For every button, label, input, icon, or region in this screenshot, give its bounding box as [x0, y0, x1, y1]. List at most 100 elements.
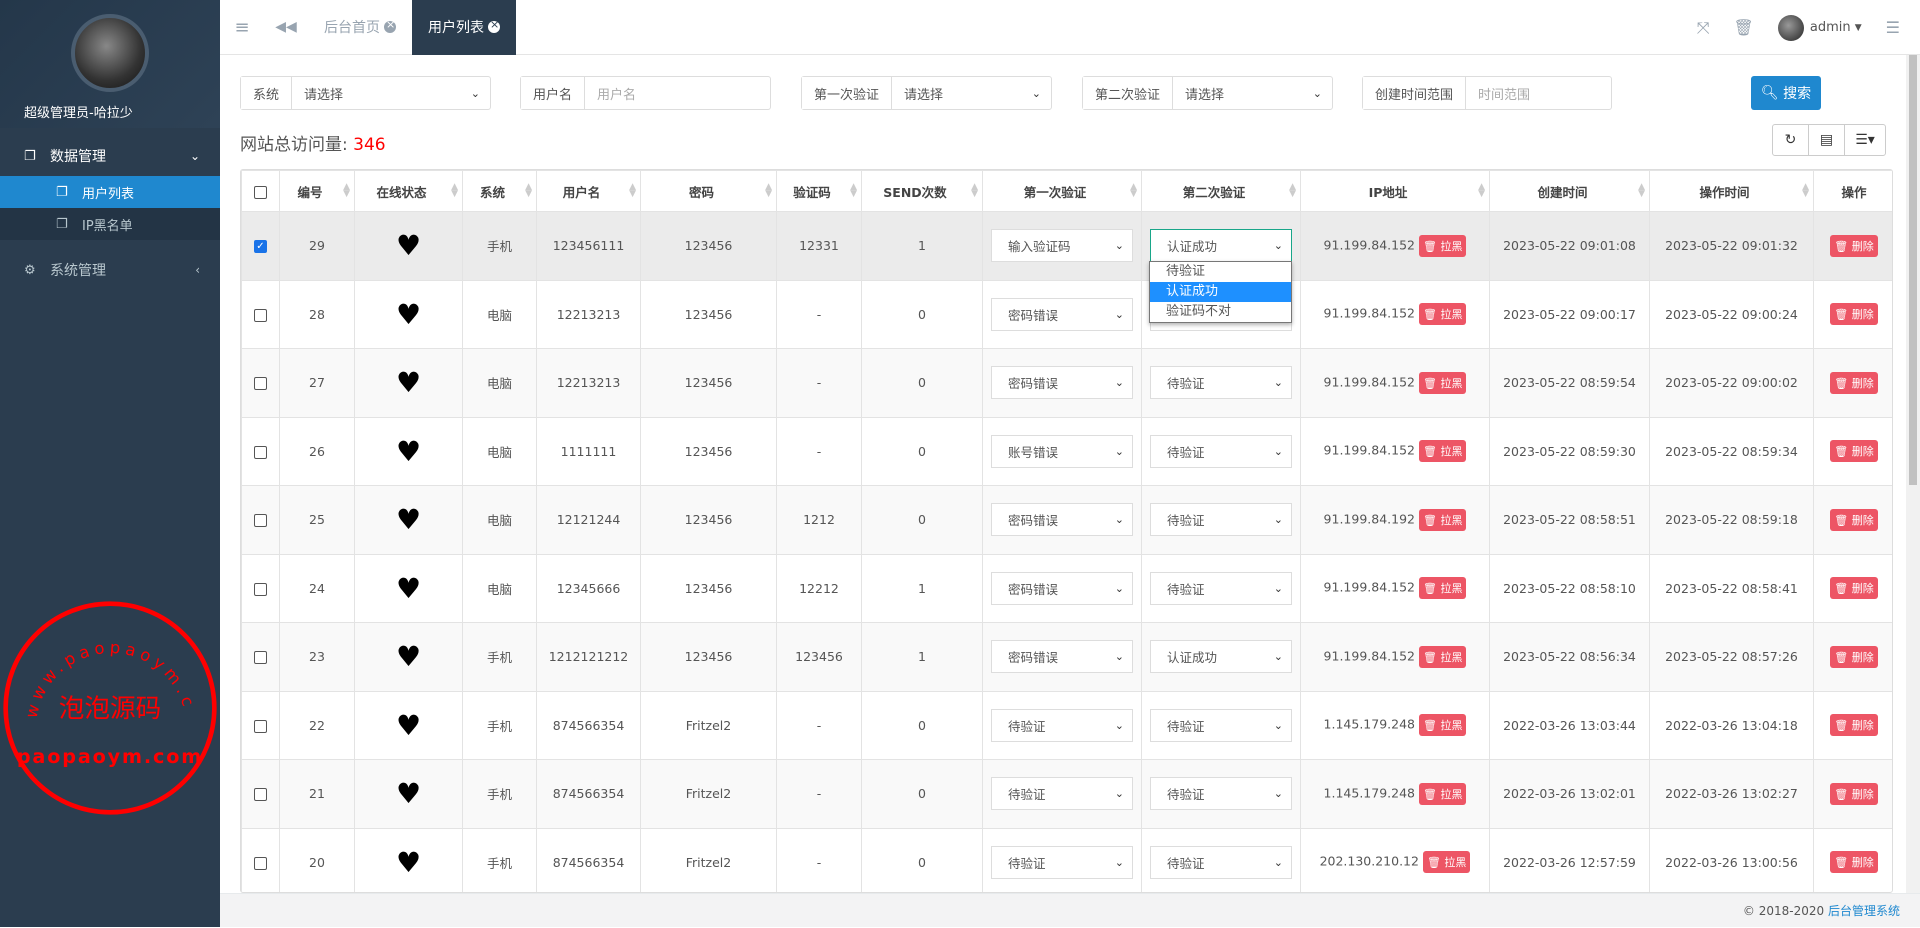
delete-button[interactable]: 🗑 删除	[1830, 851, 1878, 874]
row-checkbox[interactable]	[254, 651, 267, 665]
fullscreen-icon[interactable]: ⤧	[1696, 17, 1710, 37]
second-verify-select[interactable]: 待验证 ⌄	[1150, 845, 1292, 879]
delete-button[interactable]: 🗑 删除	[1830, 508, 1878, 531]
first-verify-select[interactable]: 请选择 ⌄	[892, 77, 1051, 109]
time-range-input[interactable]: 时间范围	[1478, 87, 1531, 103]
toggle-view-icon[interactable]: ▤	[1809, 125, 1845, 155]
menu-toggle-icon[interactable]: ≡	[234, 16, 250, 38]
row-checkbox[interactable]	[254, 377, 267, 391]
row-checkbox[interactable]	[254, 856, 267, 870]
user-menu[interactable]: admin ▼	[1777, 14, 1862, 41]
column-header[interactable]: 操作时间 ▲ ▼	[1649, 170, 1814, 212]
first-verify-filter[interactable]: 第一次验证 请选择 ⌄	[801, 76, 1052, 110]
first-verify-select[interactable]: 密码错误 ⌄	[991, 297, 1133, 331]
tasks-icon[interactable]: ☰	[1885, 18, 1900, 37]
avatar[interactable]	[71, 14, 149, 92]
column-header[interactable]: 系统 ▲ ▼	[462, 170, 537, 212]
first-verify-select[interactable]: 待验证 ⌄	[991, 777, 1133, 811]
row-checkbox[interactable]	[254, 582, 267, 596]
delete-button[interactable]: 🗑 删除	[1830, 645, 1878, 668]
second-verify-select[interactable]: 请选择 ⌄	[1173, 77, 1332, 109]
blacklist-button[interactable]: 🗑 拉黑	[1418, 577, 1467, 600]
row-checkbox[interactable]	[254, 445, 267, 459]
delete-button[interactable]: 🗑 删除	[1830, 714, 1878, 737]
dropdown-option[interactable]: 验证码不对	[1166, 304, 1232, 319]
second-verify-select[interactable]: 认证成功 ⌄	[1150, 640, 1292, 674]
search-button[interactable]: 🔍︎ 搜索	[1751, 76, 1821, 110]
second-verify-select[interactable]: 待验证 ⌄	[1150, 503, 1292, 537]
first-verify-select[interactable]: 密码错误 ⌄	[991, 640, 1133, 674]
delete-button[interactable]: 🗑 删除	[1830, 371, 1878, 394]
second-verify-select[interactable]: 待验证 ⌄	[1150, 366, 1292, 400]
trash-icon[interactable]: 🗑	[1733, 18, 1754, 37]
row-checkbox[interactable]	[254, 788, 267, 802]
username-filter[interactable]: 用户名 用户名	[520, 76, 771, 110]
columns-icon[interactable]: ☰▾	[1855, 132, 1875, 148]
column-header[interactable]: SEND次数 ▲ ▼	[861, 170, 983, 212]
first-verify-select[interactable]: 待验证 ⌄	[991, 708, 1133, 742]
blacklist-button[interactable]: 🗑 拉黑	[1418, 508, 1467, 531]
system-filter[interactable]: 系统 请选择 ⌄	[240, 76, 491, 110]
created-range-filter[interactable]: 创建时间范围 时间范围	[1362, 76, 1612, 110]
first-verify-select[interactable]: 密码错误 ⌄	[991, 571, 1133, 605]
sidebar-item-system-management[interactable]: ⚙ 系统管理 ‹	[0, 250, 220, 290]
backward-icon[interactable]: ◀◀	[275, 19, 297, 35]
blacklist-button[interactable]: 🗑 拉黑	[1418, 371, 1467, 394]
select-all-checkbox[interactable]	[254, 185, 267, 199]
blacklist-button[interactable]: 🗑 拉黑	[1418, 234, 1467, 257]
second-verify-select[interactable]: 待验证 ⌄	[1150, 708, 1292, 742]
row-checkbox[interactable]: ✓	[254, 240, 267, 254]
column-header[interactable]: 第一次验证 ▲ ▼	[982, 170, 1142, 212]
column-header[interactable]: 密码 ▲ ▼	[640, 170, 777, 212]
close-icon[interactable]	[384, 18, 396, 33]
blacklist-button[interactable]: 🗑 拉黑	[1418, 782, 1467, 805]
username-input[interactable]: 用户名	[597, 87, 637, 103]
second-verify-select[interactable]: 待验证 ⌄	[1150, 777, 1292, 811]
refresh-icon[interactable]: ↻	[1773, 125, 1809, 155]
first-verify-select[interactable]: 密码错误 ⌄	[991, 366, 1133, 400]
column-header[interactable]: 编号 ▲ ▼	[279, 170, 355, 212]
chevron-down-icon: ⌄	[1312, 86, 1322, 100]
delete-button[interactable]: 🗑 删除	[1830, 234, 1878, 257]
footer-system-name[interactable]: 后台管理系统	[1827, 904, 1900, 918]
blacklist-button[interactable]: 🗑 拉黑	[1418, 714, 1467, 737]
second-verify-select[interactable]: 待验证 ⌄	[1150, 571, 1292, 605]
sidebar-item-data-management[interactable]: ❐ 数据管理 ⌄	[0, 136, 220, 176]
scrollbar-thumb[interactable]	[1909, 55, 1917, 485]
dropdown-option[interactable]: 待验证	[1166, 264, 1206, 279]
first-verify-select[interactable]: 密码错误 ⌄	[991, 503, 1133, 537]
column-header[interactable]: IP地址 ▲ ▼	[1300, 170, 1490, 212]
close-icon[interactable]	[488, 18, 500, 33]
tab-user-list[interactable]: 用户列表	[412, 0, 516, 55]
tab-home[interactable]: 后台首页	[308, 0, 412, 55]
trash-icon: 🗑	[1422, 787, 1441, 801]
dropdown-option[interactable]: 认证成功	[1150, 282, 1291, 302]
sidebar-item-ip-blacklist[interactable]: ❐ IP黑名单	[0, 208, 220, 240]
column-header[interactable]: 创建时间 ▲ ▼	[1489, 170, 1650, 212]
second-verify-select[interactable]: 认证成功 ⌄	[1150, 229, 1292, 263]
column-header[interactable]: 第二次验证 ▲ ▼	[1141, 170, 1301, 212]
first-verify-select[interactable]: 账号错误 ⌄	[991, 434, 1133, 468]
delete-button[interactable]: 🗑 删除	[1830, 782, 1878, 805]
blacklist-button[interactable]: 🗑 拉黑	[1422, 851, 1471, 874]
first-verify-select[interactable]: 待验证 ⌄	[991, 845, 1133, 879]
column-header[interactable]: 操作	[1813, 170, 1892, 212]
blacklist-button[interactable]: 🗑 拉黑	[1418, 645, 1467, 668]
blacklist-button[interactable]: 🗑 拉黑	[1418, 440, 1467, 463]
delete-button[interactable]: 🗑 删除	[1830, 303, 1878, 326]
column-header[interactable]: 用户名 ▲ ▼	[536, 170, 641, 212]
first-verify-select[interactable]: 输入验证码 ⌄	[991, 229, 1133, 263]
second-verify-select[interactable]: 待验证 ⌄	[1150, 434, 1292, 468]
system-select[interactable]: 请选择 ⌄	[292, 77, 490, 109]
blacklist-button[interactable]: 🗑 拉黑	[1418, 303, 1467, 326]
page-scrollbar[interactable]	[1906, 55, 1920, 893]
delete-button[interactable]: 🗑 删除	[1830, 440, 1878, 463]
row-checkbox[interactable]	[254, 514, 267, 528]
second-verify-filter[interactable]: 第二次验证 请选择 ⌄	[1082, 76, 1333, 110]
column-header[interactable]: 验证码 ▲ ▼	[776, 170, 862, 212]
row-checkbox[interactable]	[254, 308, 267, 322]
delete-button[interactable]: 🗑 删除	[1830, 577, 1878, 600]
column-header[interactable]: 在线状态 ▲ ▼	[354, 170, 463, 212]
row-checkbox[interactable]	[254, 719, 267, 733]
sidebar-item-user-list[interactable]: ❐ 用户列表	[0, 176, 220, 208]
